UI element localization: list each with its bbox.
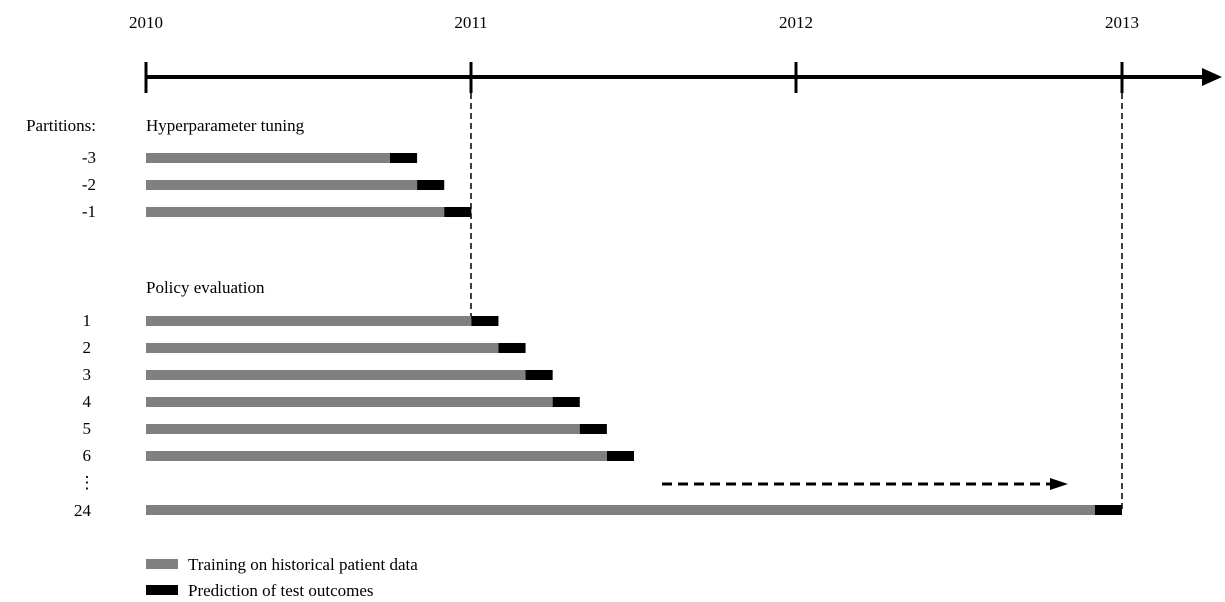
row-label: -3 [82,148,96,167]
row-label: 24 [74,501,92,520]
row-label: -2 [82,175,96,194]
training-bar [146,153,390,163]
prediction-bar [525,370,553,380]
year-label-2012: 2012 [779,13,813,32]
legend-prediction-label: Prediction of test outcomes [188,581,374,600]
evaluation-section-title: Policy evaluation [146,278,265,297]
training-bar [146,451,607,461]
year-label-2013: 2013 [1105,13,1139,32]
legend-prediction-swatch [146,585,178,595]
partition-bars [146,153,1122,515]
prediction-bar [417,180,445,190]
prediction-bar [1094,505,1122,515]
row-label: 3 [83,365,92,384]
legend-training-label: Training on historical patient data [188,555,418,574]
row-label: 4 [83,392,92,411]
legend-training-swatch [146,559,178,569]
prediction-bar [389,153,418,163]
training-bar [146,343,499,353]
prediction-bar [471,316,499,326]
training-bar [146,370,526,380]
training-bar [146,505,1095,515]
row-label: 6 [83,446,92,465]
row-label: 2 [83,338,92,357]
training-bar [146,316,472,326]
year-label-2011: 2011 [454,13,487,32]
prediction-bar [579,424,607,434]
row-label: -1 [82,202,96,221]
year-label-2010: 2010 [129,13,163,32]
time-axis-arrowhead [1202,68,1222,86]
row-label: 1 [83,311,92,330]
tuning-section-title: Hyperparameter tuning [146,116,305,135]
prediction-bar [444,207,472,217]
prediction-bar [498,343,526,353]
training-bar [146,207,445,217]
continuation-arrowhead [1050,478,1068,490]
prediction-bar [552,397,580,407]
training-bar [146,397,553,407]
row-label: 5 [83,419,92,438]
prediction-bar [606,451,634,461]
ellipsis-indicator: ⋮ [79,473,96,492]
training-bar [146,180,418,190]
partitions-label: Partitions: [26,116,96,135]
training-bar [146,424,580,434]
